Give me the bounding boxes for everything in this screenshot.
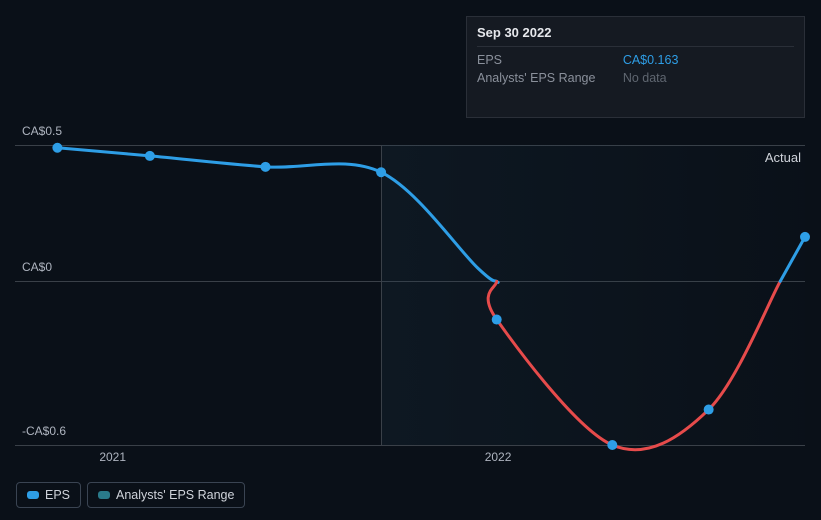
tooltip-row-value: No data — [623, 69, 794, 87]
legend-item-range[interactable]: Analysts' EPS Range — [87, 482, 245, 508]
eps-marker[interactable] — [376, 167, 386, 177]
eps-line-segment — [488, 281, 780, 449]
gridline — [15, 445, 805, 446]
tooltip-date: Sep 30 2022 — [477, 25, 794, 47]
eps-marker[interactable] — [607, 440, 617, 450]
eps-line-segment — [57, 148, 498, 283]
eps-chart-container: { "tooltip": { "date": "Sep 30 2022", "r… — [0, 0, 821, 520]
tooltip-row-label: EPS — [477, 51, 623, 69]
x-tick-label: 2022 — [485, 450, 512, 464]
legend-swatch — [27, 491, 39, 499]
tooltip-table: EPS CA$0.163 Analysts' EPS Range No data — [477, 51, 794, 87]
tooltip-row-label: Analysts' EPS Range — [477, 69, 623, 87]
legend-label: EPS — [45, 488, 70, 502]
eps-line-segment — [780, 237, 805, 281]
eps-marker[interactable] — [492, 315, 502, 325]
eps-marker[interactable] — [52, 143, 62, 153]
legend-label: Analysts' EPS Range — [116, 488, 234, 502]
legend: EPS Analysts' EPS Range — [16, 482, 245, 508]
tooltip-row-eps: EPS CA$0.163 — [477, 51, 794, 69]
y-tick-label: CA$0.5 — [22, 124, 62, 138]
legend-swatch — [98, 491, 110, 499]
tooltip-row-range: Analysts' EPS Range No data — [477, 69, 794, 87]
eps-marker[interactable] — [145, 151, 155, 161]
line-chart[interactable] — [15, 145, 805, 445]
tooltip-row-value: CA$0.163 — [623, 51, 794, 69]
eps-marker[interactable] — [800, 232, 810, 242]
legend-item-eps[interactable]: EPS — [16, 482, 81, 508]
x-tick-label: 2021 — [99, 450, 126, 464]
chart-tooltip: Sep 30 2022 EPS CA$0.163 Analysts' EPS R… — [466, 16, 805, 118]
eps-marker[interactable] — [260, 162, 270, 172]
eps-marker[interactable] — [704, 405, 714, 415]
